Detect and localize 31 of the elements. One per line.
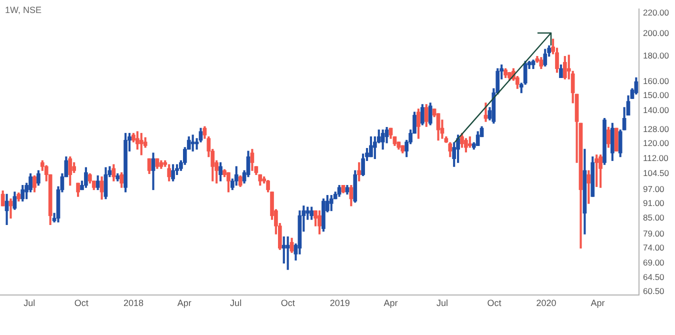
y-tick-label: 97.00 [643, 184, 665, 194]
x-tick-label: Apr [384, 298, 398, 308]
x-tick-label: Jul [24, 298, 36, 308]
y-tick-label: 200.00 [643, 28, 670, 38]
x-tick-label: Apr [590, 298, 605, 308]
y-tick-label: 140.00 [643, 104, 670, 115]
y-tick-label: 91.00 [643, 198, 665, 208]
y-tick-label: 150.00 [643, 90, 670, 100]
x-tick-label: Apr [177, 298, 192, 308]
x-tick-label: 2018 [123, 298, 144, 308]
x-tick-label: 2019 [330, 298, 350, 308]
y-tick-label: 64.50 [643, 272, 665, 282]
x-tick-label: Oct [74, 298, 89, 308]
y-tick-label: 120.00 [643, 138, 670, 148]
y-tick-label: 74.00 [643, 242, 665, 252]
x-tick-label: Jul [230, 298, 242, 308]
y-tick-label: 85.00 [643, 212, 665, 223]
y-tick-label: 112.00 [643, 153, 669, 164]
y-tick-label: 180.00 [643, 50, 670, 61]
x-tick-label: Jul [436, 298, 448, 308]
y-tick-label: 69.00 [643, 258, 665, 268]
chart-title: 1W, NSE [5, 5, 42, 15]
y-tick-label: 220.00 [643, 7, 670, 18]
y-tick-label: 79.00 [643, 228, 665, 238]
y-tick-label: 104.50 [643, 168, 670, 178]
x-tick-label: 2020 [536, 298, 556, 308]
x-tick-label: Oct [487, 298, 502, 308]
y-tick-label: 128.00 [643, 124, 670, 134]
y-tick-label: 160.00 [643, 76, 670, 86]
x-tick-label: Oct [280, 298, 296, 308]
y-tick-label: 60.50 [643, 286, 665, 296]
